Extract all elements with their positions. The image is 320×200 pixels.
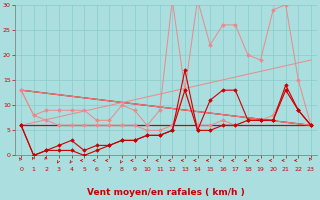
X-axis label: Vent moyen/en rafales ( km/h ): Vent moyen/en rafales ( km/h ) (87, 188, 245, 197)
